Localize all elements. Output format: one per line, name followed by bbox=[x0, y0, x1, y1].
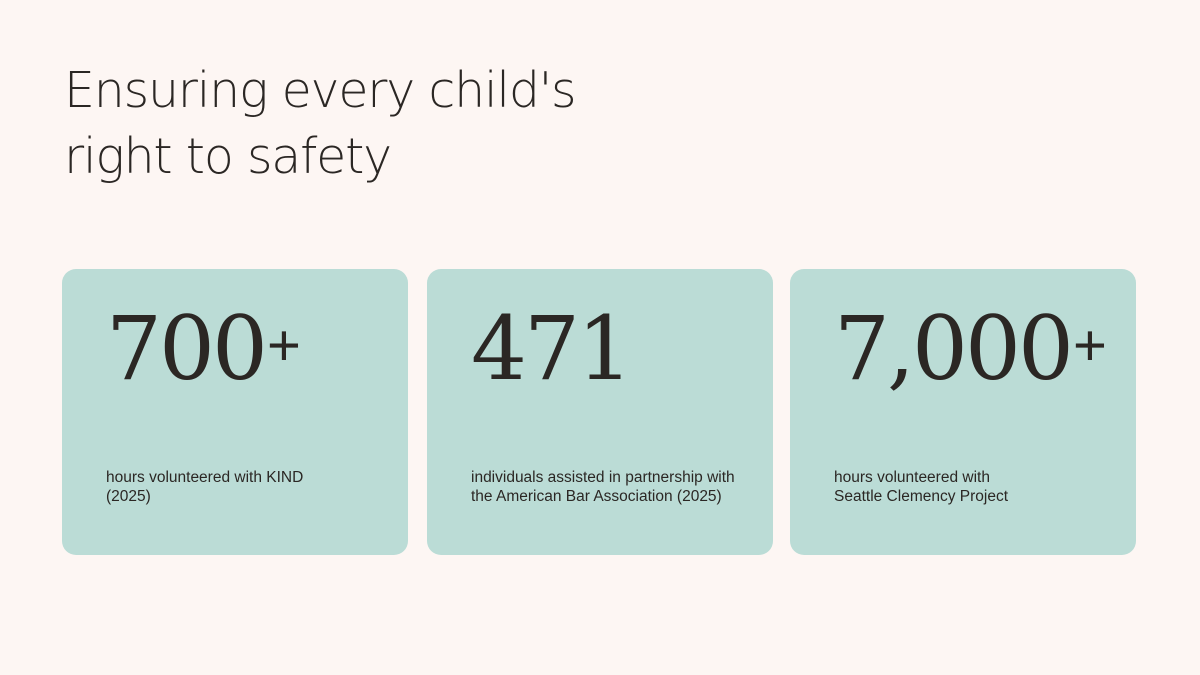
stat-suffix: + bbox=[1072, 313, 1107, 378]
stat-card-aba: 471 individuals assisted in partnership … bbox=[427, 269, 773, 555]
stat-number: 7,000 bbox=[834, 297, 1074, 400]
page-title-line-2: right to safety bbox=[64, 128, 392, 185]
stat-description: individuals assisted in partnership with… bbox=[471, 468, 761, 506]
stat-card-kind: 700+ hours volunteered with KIND (2025) bbox=[62, 269, 408, 555]
stat-description: hours volunteered with Seattle Clemency … bbox=[834, 468, 1124, 506]
stat-card-clemency: 7,000+ hours volunteered with Seattle Cl… bbox=[790, 269, 1136, 555]
stat-description-line: the American Bar Association (2025) bbox=[471, 488, 722, 505]
stat-number: 471 bbox=[471, 297, 633, 400]
stat-value: 471 bbox=[471, 305, 633, 393]
stat-description-line: hours volunteered with bbox=[834, 469, 990, 486]
stat-description-line: (2025) bbox=[106, 488, 151, 505]
stat-value: 700+ bbox=[106, 305, 301, 393]
page-title-line-1: Ensuring every child's bbox=[64, 62, 577, 119]
stat-number: 700 bbox=[106, 297, 268, 400]
stat-description-line: hours volunteered with KIND bbox=[106, 469, 304, 486]
stat-description: hours volunteered with KIND (2025) bbox=[106, 468, 396, 506]
stat-suffix: + bbox=[266, 313, 301, 378]
stat-description-line: individuals assisted in partnership with bbox=[471, 469, 735, 486]
page-title: Ensuring every child's right to safety bbox=[64, 58, 684, 190]
stat-value: 7,000+ bbox=[834, 305, 1107, 393]
stat-description-line: Seattle Clemency Project bbox=[834, 488, 1009, 505]
